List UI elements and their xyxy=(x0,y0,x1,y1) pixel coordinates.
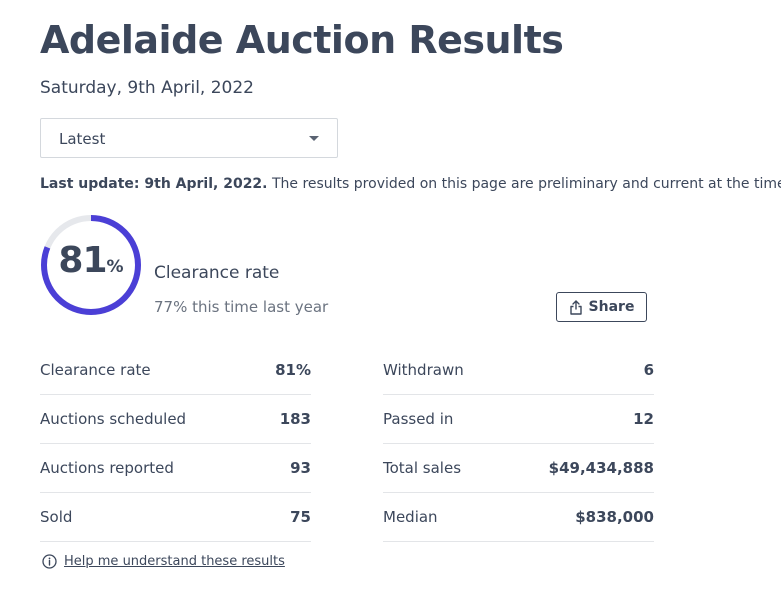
stat-value: $49,434,888 xyxy=(548,459,654,477)
stat-label: Auctions scheduled xyxy=(40,410,187,428)
stat-value: 75 xyxy=(290,508,311,526)
last-update-text: The results provided on this page are pr… xyxy=(267,176,781,192)
stat-row-total-sales: Total sales $49,434,888 xyxy=(383,444,654,493)
clearance-last-year: 77% this time last year xyxy=(154,298,329,316)
stat-value: 12 xyxy=(633,410,654,428)
stat-value: 183 xyxy=(279,410,311,428)
stat-row-sold: Sold 75 xyxy=(40,493,311,542)
stat-row-clearance-rate: Clearance rate 81% xyxy=(40,346,311,395)
stat-label: Auctions reported xyxy=(40,459,174,477)
clearance-rate-donut xyxy=(41,215,141,315)
stat-row-passed-in: Passed in 12 xyxy=(383,395,654,444)
stat-row-auctions-scheduled: Auctions scheduled 183 xyxy=(40,395,311,444)
stat-label: Clearance rate xyxy=(40,361,151,379)
stat-value: $838,000 xyxy=(575,508,654,526)
donut-value: 81% xyxy=(38,240,144,281)
stat-label: Withdrawn xyxy=(383,361,464,379)
page-title: Adelaide Auction Results xyxy=(40,18,564,62)
stat-value: 6 xyxy=(643,361,654,379)
help-section: Help me understand these results xyxy=(42,554,285,569)
stat-row-median: Median $838,000 xyxy=(383,493,654,542)
share-label: Share xyxy=(588,299,635,315)
results-period-select[interactable]: Latest xyxy=(40,118,338,158)
auction-date: Saturday, 9th April, 2022 xyxy=(40,78,255,98)
stat-label: Sold xyxy=(40,508,73,526)
stat-row-auctions-reported: Auctions reported 93 xyxy=(40,444,311,493)
donut-progress-arc xyxy=(41,215,141,315)
donut-percent-sign: % xyxy=(106,257,124,277)
share-icon xyxy=(569,299,582,315)
donut-number: 81 xyxy=(58,240,107,281)
stats-column-right: Withdrawn 6 Passed in 12 Total sales $49… xyxy=(383,346,654,542)
stat-row-withdrawn: Withdrawn 6 xyxy=(383,346,654,395)
chevron-down-icon xyxy=(309,136,319,141)
stat-value: 81% xyxy=(275,361,311,379)
last-update-date: Last update: 9th April, 2022. xyxy=(40,176,268,192)
clearance-rate-label: Clearance rate xyxy=(154,263,280,283)
stats-column-left: Clearance rate 81% Auctions scheduled 18… xyxy=(40,346,311,542)
stat-label: Median xyxy=(383,508,438,526)
stat-label: Total sales xyxy=(383,459,462,477)
last-update-notice: Last update: 9th April, 2022. The result… xyxy=(40,176,781,192)
help-link[interactable]: Help me understand these results xyxy=(64,554,285,569)
stat-value: 93 xyxy=(290,459,311,477)
share-button[interactable]: Share xyxy=(556,292,647,322)
stat-label: Passed in xyxy=(383,410,454,428)
select-value: Latest xyxy=(59,130,106,148)
info-icon xyxy=(42,554,57,569)
